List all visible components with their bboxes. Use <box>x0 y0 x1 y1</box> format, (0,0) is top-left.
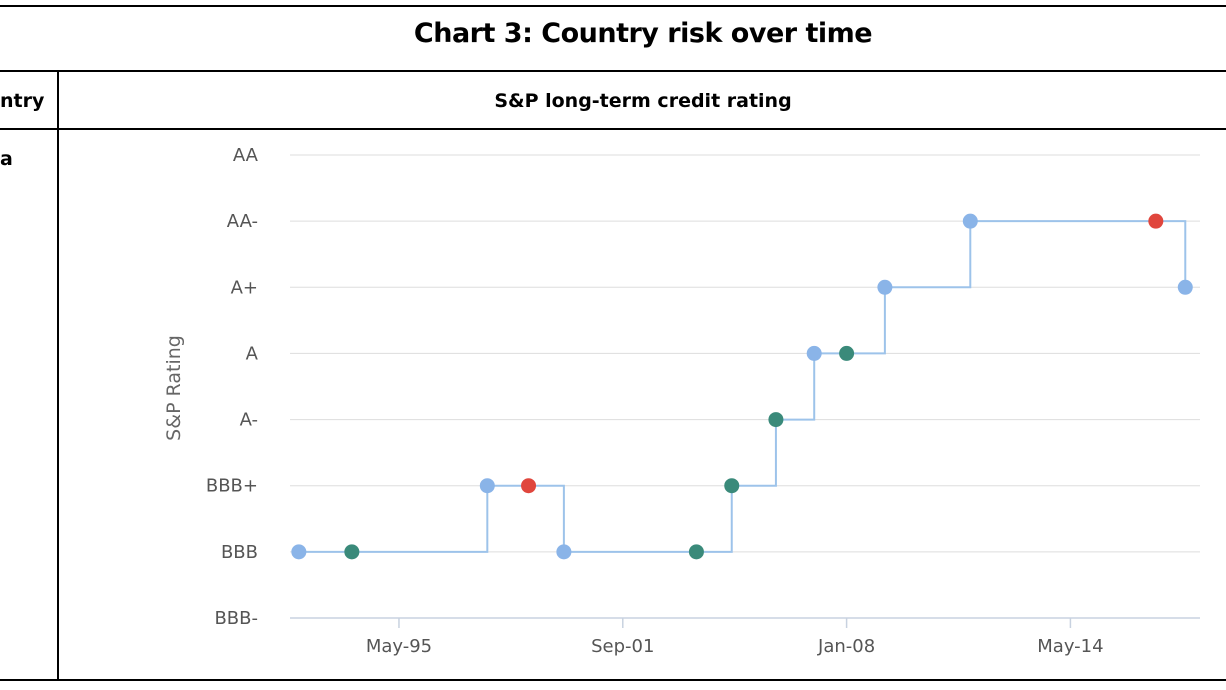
rating-point <box>768 412 784 428</box>
x-tick-label: Jan-08 <box>817 636 875 657</box>
rating-point <box>344 544 360 560</box>
y-tick-label: A- <box>240 410 258 431</box>
rating-point <box>688 544 704 560</box>
rating-series <box>291 213 1193 560</box>
y-tick-label: BBB+ <box>206 476 258 497</box>
y-tick-label: BBB <box>221 542 258 563</box>
y-axis-ticks: BBB- BBB BBB+ A- A A+ AA- AA <box>206 145 259 629</box>
rating-point <box>1148 213 1164 229</box>
rating-point <box>724 478 740 494</box>
rating-point <box>521 478 537 494</box>
grid-lines <box>290 154 1200 553</box>
y-axis-label: S&P Rating <box>163 335 185 441</box>
x-tick-label: May-95 <box>366 636 432 657</box>
rating-point <box>877 279 893 295</box>
title-divider <box>0 70 1226 72</box>
rating-point <box>1177 279 1193 295</box>
chart-title: Chart 3: Country risk over time <box>413 18 873 49</box>
y-tick-label: A <box>246 343 259 364</box>
rating-step-line <box>298 220 1187 553</box>
x-axis: May-95 Sep-01 Jan-08 May-14 <box>290 617 1200 657</box>
rating-point <box>806 345 822 361</box>
y-tick-label: A+ <box>231 277 258 298</box>
y-tick-label: AA- <box>227 211 258 232</box>
header-divider <box>0 128 1226 130</box>
x-tick-label: Sep-01 <box>591 636 654 657</box>
rating-point <box>479 478 495 494</box>
y-tick-label: BBB- <box>214 608 258 629</box>
table-bottom-border <box>0 679 1226 681</box>
country-column-header: ntry <box>0 90 45 112</box>
rating-point <box>291 544 307 560</box>
column-divider <box>57 70 59 681</box>
x-tick-label: May-14 <box>1037 636 1103 657</box>
rating-column-header: S&P long-term credit rating <box>494 90 792 112</box>
rating-point <box>962 213 978 229</box>
table-top-border <box>0 5 1226 7</box>
country-cell: a <box>0 148 13 170</box>
y-tick-label: AA <box>233 145 259 166</box>
rating-point <box>556 544 572 560</box>
rating-point <box>839 345 855 361</box>
